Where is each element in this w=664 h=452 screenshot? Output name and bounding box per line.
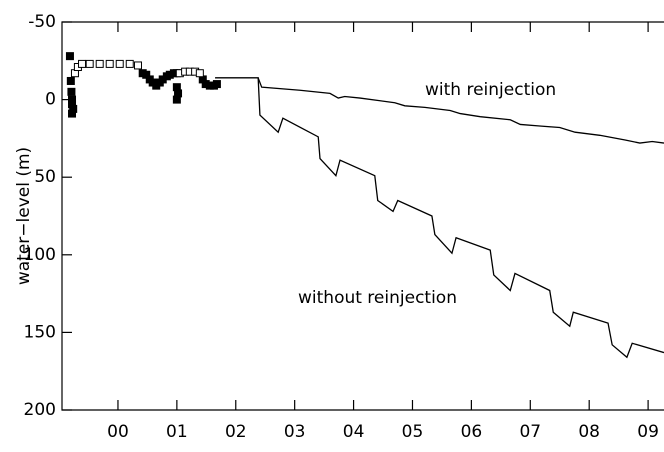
y-tick-label: 200 xyxy=(24,400,56,420)
y-axis-label: water−level (m) xyxy=(14,147,34,285)
series-line xyxy=(215,77,664,359)
plot-area xyxy=(65,52,664,359)
observed-point xyxy=(65,52,74,61)
x-tick-label: 06 xyxy=(461,422,483,442)
observed-point xyxy=(95,59,104,68)
x-tick-label: 05 xyxy=(402,422,424,442)
y-tick-label: 50 xyxy=(34,167,56,187)
observed-point xyxy=(174,89,183,98)
y-tick-label: -50 xyxy=(28,12,56,32)
x-tick-label: 07 xyxy=(519,422,541,442)
y-tick-label: 100 xyxy=(24,245,56,265)
observed-point xyxy=(212,80,221,89)
observed-point xyxy=(195,69,204,78)
observed-point xyxy=(78,59,87,68)
y-tick-label: 0 xyxy=(45,90,56,110)
observed-point xyxy=(67,87,76,96)
plot-frame xyxy=(61,21,664,411)
x-tick-label: 09 xyxy=(637,422,659,442)
x-tick-label: 04 xyxy=(343,422,365,442)
observed-point xyxy=(68,109,77,118)
observed-point xyxy=(66,76,75,85)
x-tick-label: 03 xyxy=(284,422,306,442)
x-tick-label: 01 xyxy=(166,422,188,442)
series-line xyxy=(215,77,664,144)
observed-point xyxy=(85,59,94,68)
x-tick-label: 00 xyxy=(107,422,129,442)
observed-point xyxy=(125,59,134,68)
x-tick-label: 08 xyxy=(578,422,600,442)
series-label: without reinjection xyxy=(298,288,457,308)
y-tick-label: 150 xyxy=(24,322,56,342)
observed-point xyxy=(105,59,114,68)
series-label: with reinjection xyxy=(425,80,556,100)
observed-point xyxy=(115,59,124,68)
observed-point xyxy=(133,61,142,70)
x-tick-label: 02 xyxy=(225,422,247,442)
